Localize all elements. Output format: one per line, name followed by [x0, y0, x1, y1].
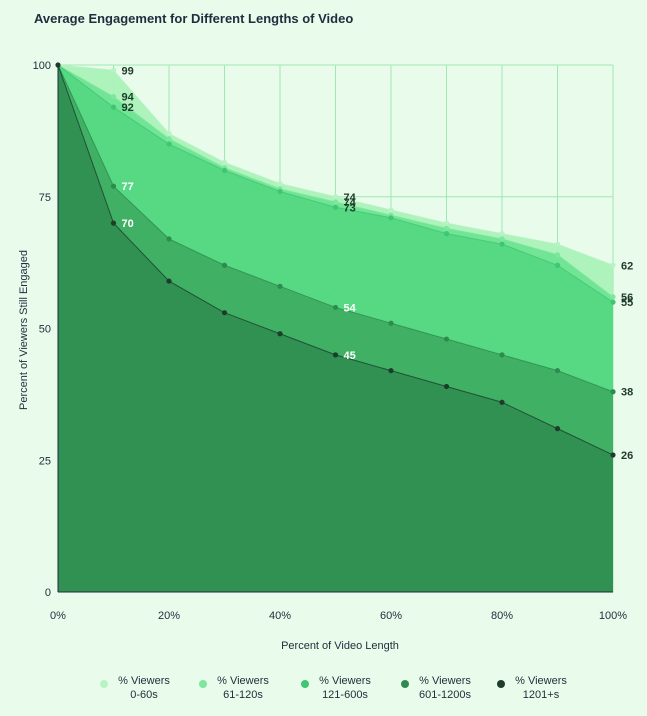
data-label: 74 [344, 197, 357, 209]
data-point [554, 426, 561, 432]
x-tick-label: 0% [50, 610, 66, 622]
data-point [499, 231, 505, 237]
data-labels: 99 74 62 94 74 56 92 73 55 77 54 38 70 45 26 [122, 65, 634, 462]
data-point [499, 399, 505, 405]
legend-label: % Viewers [319, 675, 371, 687]
legend-label: 0-60s [130, 689, 158, 701]
data-point [332, 304, 339, 311]
data-point [499, 236, 505, 242]
data-point [554, 252, 561, 258]
data-point [166, 136, 172, 142]
data-point [610, 262, 616, 268]
data-point [610, 294, 616, 300]
x-tick-label: 40% [269, 610, 291, 622]
area-series-4 [58, 65, 613, 592]
data-point [332, 204, 339, 210]
legend: % Viewers 0-60s % Viewers 61-120s % Viewers 1… [100, 675, 567, 701]
legend-marker [401, 680, 409, 688]
data-label: 94 [122, 92, 135, 104]
x-tick-label: 100% [599, 610, 627, 622]
data-point [221, 159, 228, 166]
data-point [388, 320, 394, 326]
data-markers [55, 62, 616, 458]
legend-marker [100, 680, 108, 688]
legend-label: % Viewers [118, 675, 170, 687]
data-point [388, 207, 394, 213]
y-tick-label: 75 [39, 192, 51, 204]
data-label: 38 [621, 387, 633, 399]
data-point [388, 215, 394, 221]
data-point [166, 236, 172, 242]
data-point [554, 241, 561, 247]
data-point [221, 167, 228, 173]
legend-label: % Viewers [419, 675, 471, 687]
data-point [610, 299, 616, 305]
y-tick-label: 25 [39, 455, 51, 467]
data-point [332, 194, 339, 200]
data-point [110, 183, 117, 189]
area-series [58, 65, 613, 592]
data-label: 45 [344, 350, 356, 362]
y-tick-label: 50 [39, 324, 51, 336]
y-tick-label: 100 [33, 60, 51, 72]
axes: 0 25 50 75 100 0% 20% 40% 60% 80% 100% [33, 60, 628, 622]
data-point [499, 352, 505, 358]
data-point [110, 67, 117, 73]
data-point [277, 283, 283, 289]
data-point [554, 262, 561, 268]
data-point [610, 389, 616, 395]
data-point [110, 94, 117, 100]
data-label: 62 [621, 260, 633, 272]
data-point [166, 278, 172, 284]
data-point [332, 352, 339, 358]
legend-marker [301, 680, 309, 688]
data-point [221, 310, 228, 316]
data-label: 56 [621, 292, 633, 304]
data-point [277, 188, 283, 195]
data-label: 92 [122, 102, 134, 114]
legend-label: 1201+s [523, 689, 560, 701]
data-label: 99 [122, 65, 134, 77]
x-tick-label: 20% [158, 610, 180, 622]
legend-label: 601-1200s [419, 689, 471, 701]
x-tick-label: 60% [380, 610, 402, 622]
data-point [610, 452, 616, 458]
data-point [277, 180, 283, 187]
data-point [499, 241, 505, 247]
data-point [110, 104, 117, 110]
data-point [110, 220, 117, 226]
legend-marker [199, 680, 207, 688]
legend-label: % Viewers [217, 675, 269, 687]
data-point [332, 199, 339, 205]
data-label: 26 [621, 450, 633, 462]
data-point [388, 368, 394, 374]
data-label: 70 [122, 218, 134, 230]
x-tick-label: 80% [491, 610, 513, 622]
data-point [221, 262, 228, 268]
legend-label: 61-120s [223, 689, 263, 701]
data-label: 73 [344, 202, 356, 214]
data-point [166, 130, 172, 137]
legend-label: % Viewers [515, 675, 567, 687]
data-label: 77 [122, 181, 134, 193]
legend-marker [497, 680, 505, 688]
legend-label: 121-600s [322, 689, 368, 701]
data-point [166, 141, 172, 147]
data-label: 54 [344, 302, 357, 314]
y-axis-label: Percent of Viewers Still Engaged [18, 250, 30, 410]
data-point [443, 220, 450, 226]
data-label: 74 [344, 192, 357, 204]
y-tick-label: 0 [45, 587, 51, 599]
data-label: 55 [621, 297, 633, 309]
data-point [443, 383, 450, 390]
data-point [443, 231, 450, 237]
data-point [443, 225, 450, 231]
x-axis-label: Percent of Video Length [281, 640, 399, 652]
data-point [443, 336, 450, 342]
data-point [277, 331, 283, 337]
data-point [554, 368, 561, 374]
chart-title: Average Engagement for Different Lengths… [34, 11, 354, 26]
